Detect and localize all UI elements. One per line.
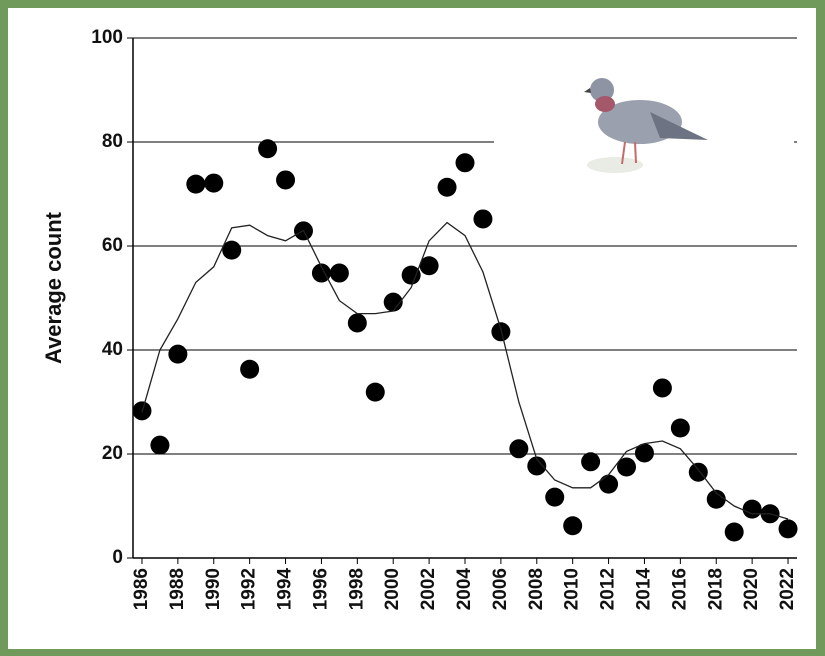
x-tick-label: 1994 xyxy=(275,568,296,611)
x-tick-label: 2000 xyxy=(382,568,403,610)
x-tick-label: 2010 xyxy=(562,568,583,610)
x-tick-label: 2008 xyxy=(526,568,547,610)
data-point xyxy=(634,443,654,463)
y-axis-title: Average count xyxy=(41,211,66,364)
bird-illustration xyxy=(494,55,794,190)
data-point xyxy=(186,174,206,194)
x-tick-label: 2022 xyxy=(777,568,798,610)
data-point xyxy=(419,256,439,276)
data-point xyxy=(204,173,224,193)
data-point xyxy=(150,435,170,455)
y-tick-label: 40 xyxy=(102,339,123,360)
data-point xyxy=(652,378,672,398)
x-tick-label: 1996 xyxy=(310,568,331,610)
data-point xyxy=(168,344,188,364)
data-point xyxy=(311,263,331,283)
data-point xyxy=(276,170,296,190)
x-tick-label: 1986 xyxy=(131,568,152,610)
data-point xyxy=(258,139,278,159)
data-point xyxy=(473,209,493,229)
data-point xyxy=(383,292,403,312)
data-point xyxy=(509,439,529,459)
data-point xyxy=(347,313,367,333)
bird-ground xyxy=(587,157,643,173)
y-tick-label: 60 xyxy=(102,235,123,256)
data-point xyxy=(527,456,547,476)
x-tick-label: 1992 xyxy=(239,568,260,610)
bird-leg xyxy=(621,141,626,165)
data-point xyxy=(545,487,565,507)
x-tick-label: 2004 xyxy=(454,568,475,611)
bird-beak xyxy=(584,88,591,93)
x-tick-label: 2018 xyxy=(705,568,726,610)
trend-line xyxy=(141,221,789,520)
y-tick-label: 0 xyxy=(112,547,123,568)
x-tick-label: 2002 xyxy=(418,568,439,610)
x-tick-label: 1990 xyxy=(203,568,224,610)
data-point xyxy=(455,153,475,173)
data-point xyxy=(778,519,798,539)
x-tick-label: 2016 xyxy=(669,568,690,610)
data-point xyxy=(240,359,260,379)
data-point xyxy=(401,265,421,285)
x-tick-label: 2014 xyxy=(633,568,654,611)
bird-leg xyxy=(634,141,637,164)
y-tick-label: 20 xyxy=(102,443,123,464)
data-point xyxy=(222,240,242,260)
data-point xyxy=(365,382,385,402)
x-tick-label: 2020 xyxy=(741,568,762,610)
data-point xyxy=(617,457,637,477)
data-point xyxy=(706,489,726,509)
data-point xyxy=(742,499,762,519)
bird-neck xyxy=(595,96,615,112)
bird-head xyxy=(590,78,614,102)
data-point xyxy=(329,263,349,283)
x-tick-label: 2012 xyxy=(598,568,619,610)
data-point xyxy=(670,418,690,438)
data-point xyxy=(724,522,744,542)
data-point xyxy=(688,462,708,482)
y-tick-label: 80 xyxy=(102,131,123,152)
x-tick-label: 2006 xyxy=(490,568,511,610)
y-tick-label: 100 xyxy=(91,27,123,48)
data-point xyxy=(563,516,583,536)
x-tick-label: 1998 xyxy=(346,568,367,610)
bird-wing xyxy=(650,112,708,140)
data-point xyxy=(437,177,457,197)
x-tick-label: 1988 xyxy=(167,568,188,610)
data-point xyxy=(599,474,619,494)
data-point xyxy=(581,452,601,472)
grid xyxy=(133,37,797,455)
